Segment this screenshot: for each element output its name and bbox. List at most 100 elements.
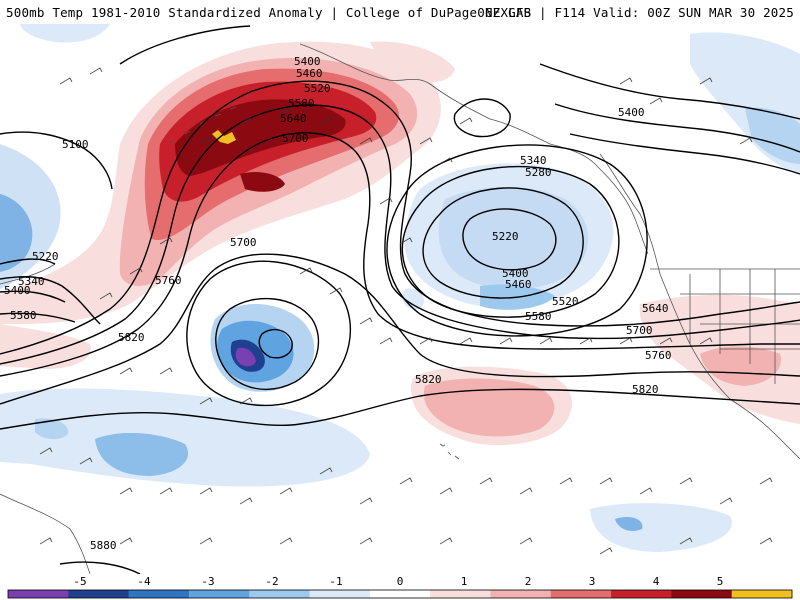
contour-label: 5400 (502, 267, 529, 280)
colorbar-tick-label: -2 (265, 575, 278, 588)
colorbar-tick-label: -4 (137, 575, 151, 588)
neg-anomaly-southwest (0, 388, 370, 487)
neg-anomaly-nnw (20, 24, 110, 43)
colorbar-swatch (68, 590, 130, 598)
negative-anomaly-shading (0, 24, 800, 552)
bc-coast (599, 153, 661, 275)
colorbar-swatch (309, 590, 371, 598)
contour-label: 5340 (18, 275, 45, 288)
contour-label: 5280 (525, 166, 552, 179)
contour-label: 5400 (4, 284, 31, 297)
colorbar-swatch (430, 590, 491, 598)
colorbar-swatch (188, 590, 250, 598)
contour-label: 5580 (288, 97, 315, 110)
neg-anomaly-south-east (590, 503, 732, 552)
map-title: 500mb Temp 1981-2010 Standardized Anomal… (6, 5, 532, 20)
contour-north-2 (554, 103, 800, 153)
contour-north-1 (539, 63, 800, 120)
contour-5880 (59, 561, 141, 574)
alaska-coast (299, 43, 649, 255)
colorbar-tick-label: -5 (73, 575, 86, 588)
anomaly-map: 5400 5460 5520 5580 5640 5700 5100 5220 … (0, 24, 800, 574)
contour-label: 5760 (155, 274, 182, 287)
contour-label: 5820 (632, 383, 659, 396)
colorbar-swatches (7, 589, 793, 599)
contour-north-low (453, 98, 511, 138)
contour-label: 5640 (280, 112, 307, 125)
contour-labels: 5400 5460 5520 5580 5640 5700 5100 5220 … (4, 55, 672, 552)
height-contours (0, 25, 800, 574)
colorbar-tick-label: 1 (461, 575, 468, 588)
neg-anomaly-southwest-small (35, 418, 69, 440)
contour-label: 5460 (505, 278, 532, 291)
colorbar-swatch (8, 590, 69, 598)
contour-label: 5880 (90, 539, 117, 552)
colorbar-tick-label: 5 (717, 575, 724, 588)
contour-label: 5640 (642, 302, 669, 315)
contour-label: 5340 (520, 154, 547, 167)
contour-label: 5700 (626, 324, 653, 337)
contour-label: 5700 (282, 132, 309, 145)
contour-label: 5820 (415, 373, 442, 386)
contour-label: 5580 (525, 310, 552, 323)
contour-label: 5400 (294, 55, 321, 68)
colorbar-swatch (249, 590, 311, 598)
contour-5760 (0, 253, 800, 405)
pos-anomaly-sw (0, 324, 91, 369)
hawaii (439, 443, 460, 460)
colorbar-outline (7, 589, 793, 599)
contour-label: 5580 (10, 309, 37, 322)
neg-anomaly-westcore (0, 194, 33, 272)
positive-anomaly-shading (0, 41, 800, 446)
colorbar-tick-label: 4 (653, 575, 660, 588)
colorbar-tick-label: -1 (329, 575, 342, 588)
neg-anomaly-low-center (235, 347, 256, 367)
aleutians (169, 106, 237, 145)
contour-label: 5760 (645, 349, 672, 362)
colorbar-ticks: -5 -4 -3 -2 -1 0 1 2 3 4 5 (73, 575, 723, 588)
colorbar: -5 -4 -3 -2 -1 0 1 2 3 4 5 (0, 574, 800, 600)
pos-anomaly-extreme (175, 99, 346, 176)
pos-anomaly-extreme-e (240, 172, 285, 192)
contour-north-3 (569, 133, 800, 175)
contour-5220 (0, 258, 56, 265)
colorbar-swatch (731, 590, 793, 598)
contour-1 (0, 80, 800, 355)
colorbar-tick-label: 3 (589, 575, 596, 588)
contour-3 (0, 132, 800, 377)
contour-2 (0, 104, 800, 365)
neg-anomaly-gulf-mid (438, 186, 589, 290)
contour-label: 5400 (618, 106, 645, 119)
neg-anomaly-ne-core (745, 107, 800, 164)
contour-label: 5460 (296, 67, 323, 80)
colorbar-swatch (490, 590, 552, 598)
contour-label: 5520 (552, 295, 579, 308)
model-run-info: 06Z GFS | F114 Valid: 00Z SUN MAR 30 202… (477, 5, 794, 20)
colorbar-swatch (671, 590, 733, 598)
wind-barbs (39, 67, 773, 555)
colorbar-tick-label: 0 (397, 575, 404, 588)
state-lines (680, 269, 800, 384)
contour-low-2 (215, 297, 320, 390)
contour-label: 5220 (32, 250, 59, 263)
contour-label: 5820 (118, 331, 145, 344)
colorbar-swatch (369, 590, 431, 598)
contour-low-3 (186, 260, 352, 407)
contour-5400-w (0, 290, 66, 303)
pos-anomaly-north (370, 41, 455, 82)
contour-top (119, 25, 251, 65)
colorbar-swatch (550, 590, 612, 598)
contour-5820 (0, 388, 800, 430)
colorbar-swatch (611, 590, 672, 598)
contour-5340 (0, 276, 101, 325)
contour-label: 5520 (304, 82, 331, 95)
pos-anomaly-max (212, 130, 236, 144)
contour-low-1 (258, 328, 293, 359)
contour-label: 5220 (492, 230, 519, 243)
pos-anomaly-center-south-core (423, 378, 555, 437)
neg-anomaly-south-east-core (615, 517, 643, 531)
contour-5100 (0, 131, 113, 190)
contour-label: 5100 (62, 138, 89, 151)
colorbar-tick-label: 2 (525, 575, 532, 588)
